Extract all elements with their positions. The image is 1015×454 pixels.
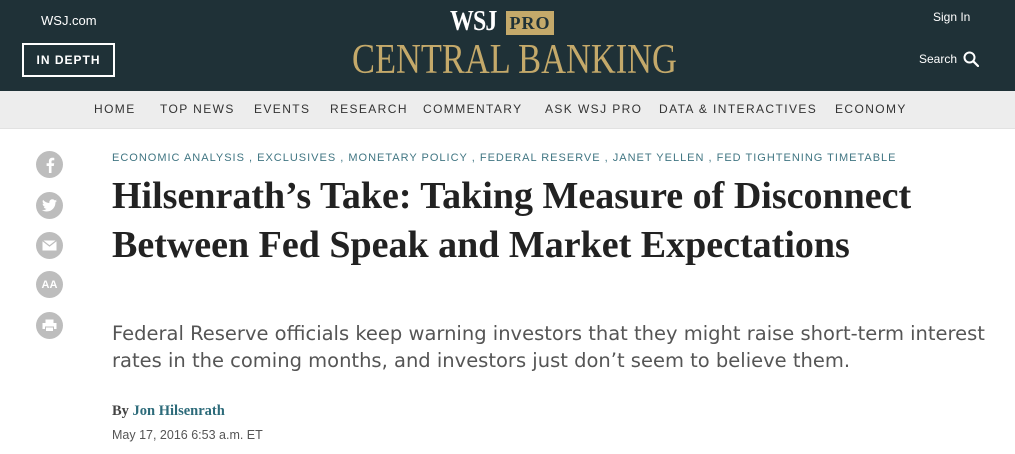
- text-size-icon: AA: [41, 278, 58, 291]
- logo-pro-badge[interactable]: PRO: [506, 11, 554, 35]
- section-logo[interactable]: CENTRAL BANKING: [352, 37, 677, 83]
- facebook-share-button[interactable]: [36, 151, 63, 178]
- nav-item-top-news[interactable]: TOP NEWS: [160, 102, 235, 116]
- in-depth-button[interactable]: IN DEPTH: [22, 43, 115, 77]
- article-headline: Hilsenrath’s Take: Taking Measure of Dis…: [112, 175, 912, 266]
- email-icon: [42, 240, 57, 251]
- nav-item-ask-wsj-pro[interactable]: ASK WSJ PRO: [545, 102, 643, 116]
- nav-item-research[interactable]: RESEARCH: [330, 102, 408, 116]
- text-size-button[interactable]: AA: [36, 271, 63, 298]
- search-label: Search: [919, 52, 958, 66]
- nav-item-data-interactives[interactable]: DATA & INTERACTIVES: [659, 102, 818, 116]
- sign-in-link[interactable]: Sign In: [933, 10, 971, 24]
- byline-prefix: By: [112, 403, 129, 419]
- article-categories[interactable]: ECONOMIC ANALYSIS , EXCLUSIVES , MONETAR…: [112, 152, 897, 164]
- article-timestamp: May 17, 2016 6:53 a.m. ET: [112, 428, 263, 442]
- author-link[interactable]: Jon Hilsenrath: [132, 403, 225, 419]
- logo-wsj[interactable]: WSJ: [450, 6, 497, 37]
- nav-item-economy[interactable]: ECONOMY: [835, 102, 907, 116]
- site-header: WSJ.com IN DEPTH WSJ PRO CENTRAL BANKING…: [0, 0, 1015, 91]
- facebook-icon: [46, 157, 54, 173]
- section-nav: HOME TOP NEWS EVENTS RESEARCH COMMENTARY…: [0, 91, 1015, 129]
- print-icon: [42, 319, 57, 332]
- twitter-share-button[interactable]: [36, 192, 63, 219]
- email-share-button[interactable]: [36, 232, 63, 259]
- byline: By Jon Hilsenrath: [112, 403, 225, 420]
- wsj-home-link[interactable]: WSJ.com: [41, 13, 97, 28]
- nav-item-events[interactable]: EVENTS: [254, 102, 311, 116]
- nav-item-home[interactable]: HOME: [94, 102, 136, 116]
- search-icon: [963, 51, 980, 67]
- twitter-icon: [42, 199, 57, 212]
- nav-item-commentary[interactable]: COMMENTARY: [423, 102, 523, 116]
- search-button[interactable]: Search: [919, 49, 980, 69]
- print-button[interactable]: [36, 312, 63, 339]
- article-summary: Federal Reserve officials keep warning i…: [112, 322, 985, 372]
